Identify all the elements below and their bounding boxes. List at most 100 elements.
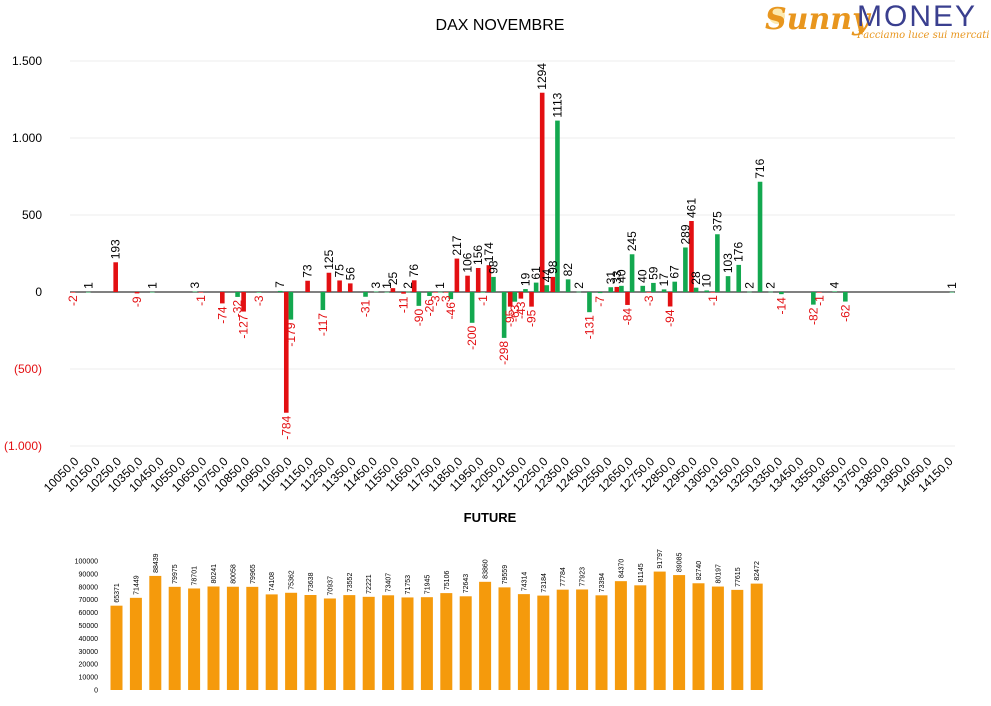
data-bar	[725, 276, 731, 292]
future-bar	[614, 581, 627, 690]
future-data-label: 71753	[405, 575, 412, 595]
data-bar	[843, 292, 848, 302]
y-tick-label: (1.000)	[4, 439, 42, 453]
data-label: 1294	[535, 63, 549, 90]
data-bar	[757, 181, 763, 292]
data-label: -63	[508, 304, 522, 322]
data-bar	[416, 292, 422, 306]
data-label: -117	[316, 313, 330, 336]
data-bar	[533, 282, 539, 292]
data-bar	[70, 292, 76, 293]
data-label: -62	[838, 304, 852, 322]
data-bar	[507, 292, 513, 307]
data-label: 2	[572, 282, 586, 289]
data-label: -1	[706, 295, 720, 306]
future-data-label: 73394	[599, 573, 606, 593]
data-label: -131	[582, 315, 596, 339]
y-tick-label: 0	[35, 285, 42, 299]
data-label: 176	[732, 242, 746, 262]
future-bar	[401, 597, 414, 690]
data-label: -1	[476, 295, 490, 306]
data-label: -14	[774, 297, 788, 315]
data-label: -9	[130, 296, 144, 307]
data-label: 1113	[550, 92, 564, 117]
future-bar	[207, 586, 220, 690]
data-label: -784	[279, 415, 293, 439]
data-bar	[640, 285, 646, 292]
data-label: 3	[188, 282, 202, 289]
y-tick-label: 1.000	[12, 131, 42, 145]
data-bar	[363, 292, 368, 297]
future-y-tick-label: 20000	[79, 662, 99, 669]
data-label: 461	[684, 198, 698, 218]
data-bar	[113, 262, 118, 292]
future-data-label: 73184	[541, 573, 548, 593]
data-bar	[320, 292, 326, 311]
data-label: 2	[742, 282, 756, 289]
data-label: -43	[514, 301, 528, 319]
data-label: 4	[828, 281, 842, 288]
data-bar	[747, 291, 752, 293]
data-label: 75	[333, 264, 347, 278]
data-label: 2	[401, 282, 415, 289]
future-data-label: 82740	[696, 561, 703, 581]
data-bar	[192, 291, 198, 293]
data-label: 1	[81, 282, 95, 289]
future-y-tick-label: 10000	[79, 675, 99, 682]
future-data-label: 71449	[133, 575, 140, 595]
data-bar	[949, 291, 955, 293]
data-bar	[689, 221, 694, 292]
data-label: -11	[397, 296, 411, 313]
future-data-label: 75106	[444, 571, 451, 591]
data-bar	[555, 120, 560, 292]
data-label: 125	[322, 249, 336, 269]
data-label: 28	[689, 271, 703, 285]
data-label: -2	[66, 295, 80, 306]
data-bar	[683, 247, 688, 292]
data-label: 40	[614, 269, 628, 283]
future-bar	[285, 592, 298, 690]
data-label: 716	[753, 158, 767, 178]
data-bar	[529, 292, 534, 307]
future-data-label: 77615	[735, 567, 742, 587]
future-data-label: 75362	[289, 570, 296, 590]
logo-brand-sunny: Sunny	[765, 2, 870, 37]
data-label: 44	[540, 269, 554, 283]
data-label: -200	[465, 325, 479, 349]
data-label: -26	[422, 299, 436, 317]
data-bar	[480, 292, 486, 293]
future-bar	[459, 596, 472, 690]
data-bar	[469, 292, 475, 323]
data-bar	[587, 292, 592, 313]
data-label: 40	[636, 269, 650, 283]
future-bar	[517, 594, 530, 690]
data-bar	[544, 285, 550, 292]
data-label: -1	[812, 295, 826, 306]
future-data-label: 73552	[347, 573, 354, 593]
future-data-label: 72221	[366, 574, 373, 594]
future-data-label: 83860	[483, 559, 490, 579]
data-label: 98	[546, 260, 560, 274]
data-label: -3	[429, 295, 443, 306]
future-data-label: 88439	[153, 553, 160, 573]
data-bar	[220, 292, 225, 304]
future-data-label: 80197	[715, 564, 722, 584]
sun-icon	[769, 8, 785, 24]
future-data-label: 79559	[502, 565, 509, 585]
data-bar	[427, 292, 432, 296]
future-chart-title: FUTURE	[464, 510, 517, 525]
data-bar	[565, 279, 571, 292]
data-bar	[465, 275, 470, 292]
data-bar	[437, 291, 443, 293]
future-data-label: 79965	[250, 564, 257, 584]
future-bar	[304, 595, 317, 690]
data-label: -74	[215, 306, 229, 324]
data-label: 193	[109, 239, 123, 259]
future-data-label: 78701	[192, 566, 199, 586]
data-label: 174	[482, 242, 496, 262]
future-y-tick-label: 30000	[79, 649, 99, 656]
logo-tagline: Facciamo luce sui mercati	[857, 30, 990, 41]
data-label: -94	[663, 309, 677, 327]
future-data-label: 79975	[172, 564, 179, 584]
future-bar	[188, 588, 201, 690]
